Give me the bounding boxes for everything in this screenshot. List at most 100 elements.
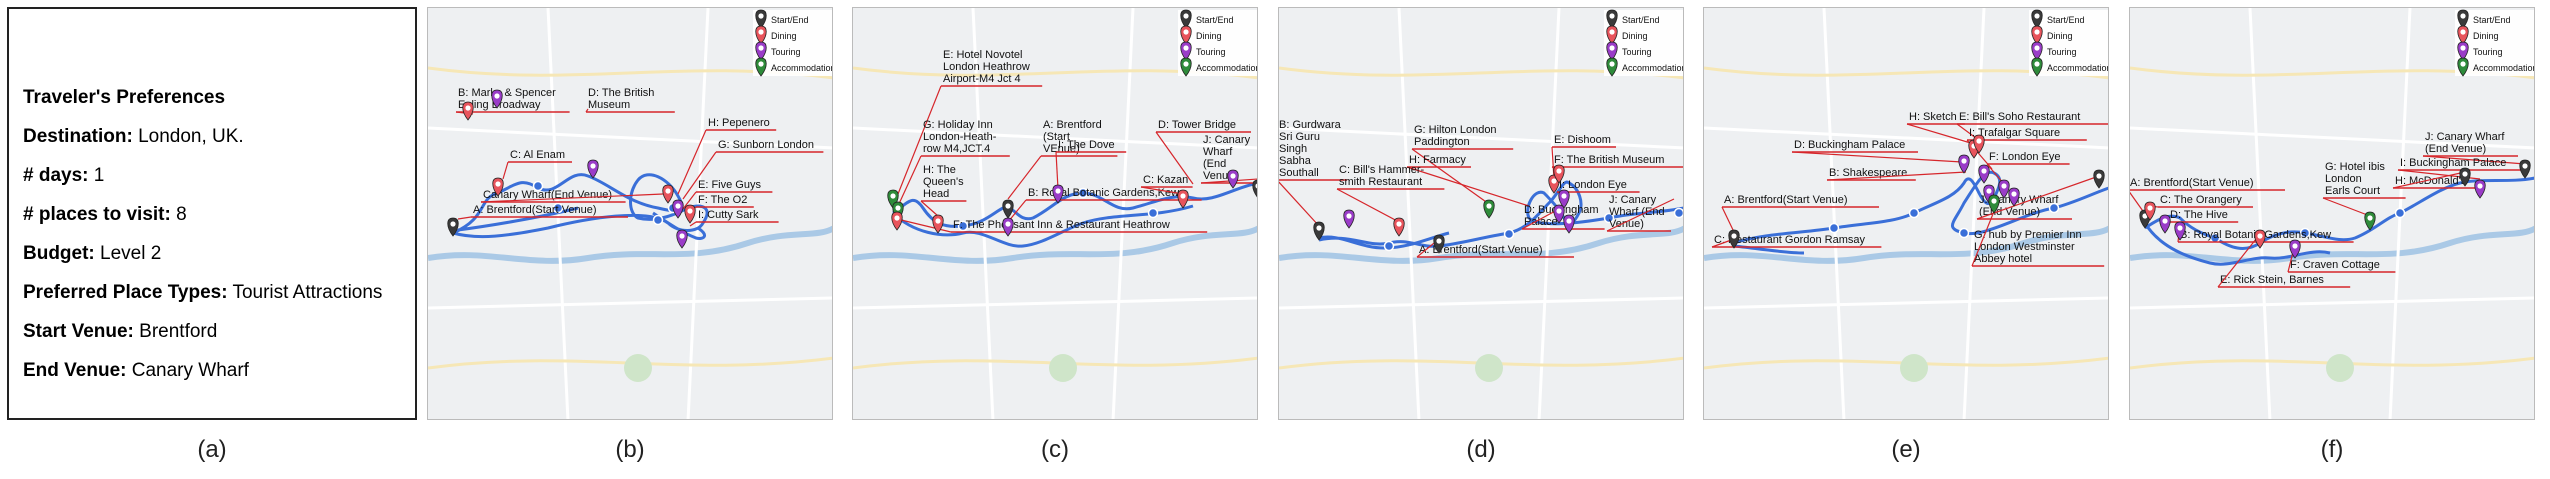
place-label-text: A: Brentford(Start Venue)	[473, 204, 597, 216]
budget-row: Budget: Level 2	[23, 243, 162, 264]
map-pin-2	[891, 211, 903, 231]
map-pin-9	[2519, 159, 2531, 179]
place-label: G: Holiday Inn London-Heath-row M4,JCT.4	[897, 119, 1010, 207]
legend-label-dining: Dining	[771, 31, 797, 41]
park-area	[1900, 354, 1928, 382]
label-leader	[2322, 197, 2371, 217]
legend-label-start_end: Start/End	[771, 15, 809, 25]
legend-label-touring: Touring	[1622, 47, 1652, 57]
place-label-text: F: The Pheasant Inn & Restaurant Heathro…	[953, 219, 1170, 231]
map-pin-8	[1553, 204, 1565, 224]
place-label-text: D: Tower Bridge	[1158, 119, 1236, 131]
legend-label-touring: Touring	[2473, 47, 2503, 57]
place-label-text: D: Buckingham Palace	[1794, 139, 1905, 151]
map-background	[428, 8, 832, 419]
map-pin-8	[2474, 179, 2486, 199]
park-area	[2326, 354, 2354, 382]
map-pin-4	[587, 159, 599, 179]
place-label: E: Rick Stein, Barnes	[2217, 233, 2351, 288]
road-3	[1962, 8, 1986, 419]
destination-row: Destination: London, UK.	[23, 126, 244, 147]
legend-label-dining: Dining	[2473, 31, 2499, 41]
place-label: G: Sunborn London	[682, 139, 824, 200]
map-panel-d: B: Gurdwara Sri Guru Singh Sabha Southall G: …	[1278, 7, 1684, 420]
place-label-text: F: The O2	[698, 194, 747, 206]
river-thames	[2130, 225, 2534, 264]
map-panel-e: H: Sketch E: Bill's Soho Restaurant D: Buc…	[1703, 7, 2109, 420]
legend-pin-accommodation	[1606, 57, 1618, 77]
legend-pin-accommodation	[755, 57, 767, 77]
place-label: D: The Hive	[2164, 209, 2239, 223]
places-row: # places to visit: 8	[23, 204, 187, 225]
days-row: # days: 1	[23, 165, 105, 186]
place-label: E: Five Guys	[682, 179, 773, 210]
road-0	[1279, 126, 1683, 150]
map-background	[2130, 8, 2534, 419]
label-leader	[502, 161, 509, 180]
route-dot-1	[1503, 228, 1515, 240]
place-label: A: Brentford(Start Venue)	[2130, 177, 2285, 215]
legend: Start/End Dining Touring Accommodation	[2455, 9, 2534, 77]
place-label: E: Dishoom	[1551, 134, 1616, 180]
map-pin-0	[1313, 221, 1325, 241]
label-leader	[1279, 181, 1320, 227]
place-label-text: C: The Orangery	[2160, 194, 2242, 206]
legend-pin-touring	[2457, 41, 2469, 61]
legend-pin-accommodation	[2031, 57, 2043, 77]
map-pin-5	[1002, 199, 1014, 219]
place-label: C: Al Enam	[502, 149, 572, 180]
start-venue-row: Start Venue: Brentford	[23, 321, 218, 342]
place-label: G: Hilton London Paddington	[1411, 124, 1514, 205]
label-leader	[896, 218, 952, 233]
route-dot-3	[1673, 207, 1683, 219]
road-1	[428, 296, 832, 310]
road-0	[853, 126, 1257, 150]
place-label-text: J: Canary Wharf (End Venue)	[2425, 131, 2505, 155]
label-leader	[1411, 148, 1490, 205]
label-leader	[457, 216, 472, 220]
place-label-text: F: The British Museum	[1554, 154, 1664, 166]
label-leader	[2422, 155, 2526, 165]
legend-pin-accommodation	[1180, 57, 1192, 77]
map-pin-9	[2093, 169, 2105, 189]
label-leader	[1055, 151, 1059, 190]
label-leader	[1721, 206, 1735, 233]
place-label-text: G: Holiday Inn London-Heath-row M4,JCT.4	[923, 119, 997, 155]
label-leader	[1551, 146, 1555, 180]
legend-label-start_end: Start/End	[1622, 15, 1660, 25]
label-leader	[1826, 171, 1967, 181]
label-leader	[1406, 166, 1530, 207]
route-dot-2	[2394, 207, 2406, 219]
road-3	[686, 8, 710, 419]
route-map-e: H: Sketch E: Bill's Soho Restaurant D: Buc…	[1704, 8, 2108, 419]
map-pin-2	[1393, 217, 1405, 237]
place-label-text: E: Rick Stein, Barnes	[2220, 274, 2324, 286]
legend-pin-start_end	[2031, 9, 2043, 29]
label-leader	[897, 85, 942, 195]
place-types-row: Preferred Place Types: Tourist Attractio…	[23, 282, 383, 303]
place-label-text: H: Sketch	[1909, 111, 1957, 123]
map-pin-9	[1563, 214, 1575, 234]
label-leader	[1606, 198, 1675, 232]
legend-pin-dining	[1606, 25, 1618, 45]
route-line	[1318, 180, 1683, 250]
label-leader	[1007, 155, 1042, 200]
place-label-text: C: Bill's Hammer-smith Restaurant	[1339, 164, 1425, 188]
label-leader	[689, 221, 697, 227]
legend-pin-start_end	[755, 9, 767, 29]
preferences-content: Traveler's Preferences Destination: Lond…	[23, 87, 382, 399]
map-pin-8	[1252, 179, 1257, 198]
label-leader	[480, 193, 664, 203]
map-pin-7	[2459, 167, 2471, 187]
map-pin-4	[1483, 199, 1495, 219]
place-label: D: The British Museum	[585, 87, 675, 113]
route-dot-0	[532, 180, 544, 192]
place-label-text: I: Trafalgar Square	[1969, 127, 2060, 139]
route-dot-2	[652, 214, 664, 226]
place-label-text: H: Pepenero	[708, 117, 770, 129]
map-pin-4	[1978, 164, 1990, 184]
place-label-text: H: Farmacy	[1409, 154, 1466, 166]
legend-label-accommodation: Accommodation	[1622, 63, 1684, 73]
place-label-text: E: Hotel Novotel London Heathrow Airport-M…	[943, 49, 1030, 85]
place-label-text: B: Gurdwara Sri Guru Singh Sabha Southall	[1279, 119, 1342, 179]
